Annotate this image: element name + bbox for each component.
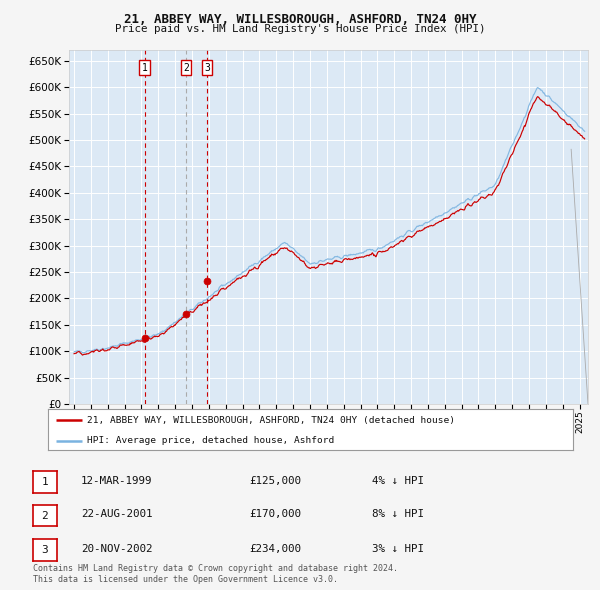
Text: 12-MAR-1999: 12-MAR-1999 xyxy=(81,476,152,486)
Text: £125,000: £125,000 xyxy=(249,476,301,486)
Text: 2: 2 xyxy=(183,63,189,73)
Text: 20-NOV-2002: 20-NOV-2002 xyxy=(81,544,152,553)
Text: Price paid vs. HM Land Registry's House Price Index (HPI): Price paid vs. HM Land Registry's House … xyxy=(115,24,485,34)
Text: This data is licensed under the Open Government Licence v3.0.: This data is licensed under the Open Gov… xyxy=(33,575,338,584)
Text: 22-AUG-2001: 22-AUG-2001 xyxy=(81,510,152,519)
Text: 4% ↓ HPI: 4% ↓ HPI xyxy=(372,476,424,486)
Text: £234,000: £234,000 xyxy=(249,544,301,553)
Text: 8% ↓ HPI: 8% ↓ HPI xyxy=(372,510,424,519)
Text: HPI: Average price, detached house, Ashford: HPI: Average price, detached house, Ashf… xyxy=(88,436,335,445)
Text: 2: 2 xyxy=(41,511,49,520)
Text: 3% ↓ HPI: 3% ↓ HPI xyxy=(372,544,424,553)
Text: 3: 3 xyxy=(41,545,49,555)
Text: 21, ABBEY WAY, WILLESBOROUGH, ASHFORD, TN24 0HY: 21, ABBEY WAY, WILLESBOROUGH, ASHFORD, T… xyxy=(124,13,476,26)
Text: 21, ABBEY WAY, WILLESBOROUGH, ASHFORD, TN24 0HY (detached house): 21, ABBEY WAY, WILLESBOROUGH, ASHFORD, T… xyxy=(88,416,455,425)
Text: 3: 3 xyxy=(204,63,210,73)
Text: 1: 1 xyxy=(142,63,148,73)
Text: 1: 1 xyxy=(41,477,49,487)
Text: Contains HM Land Registry data © Crown copyright and database right 2024.: Contains HM Land Registry data © Crown c… xyxy=(33,565,398,573)
Text: £170,000: £170,000 xyxy=(249,510,301,519)
